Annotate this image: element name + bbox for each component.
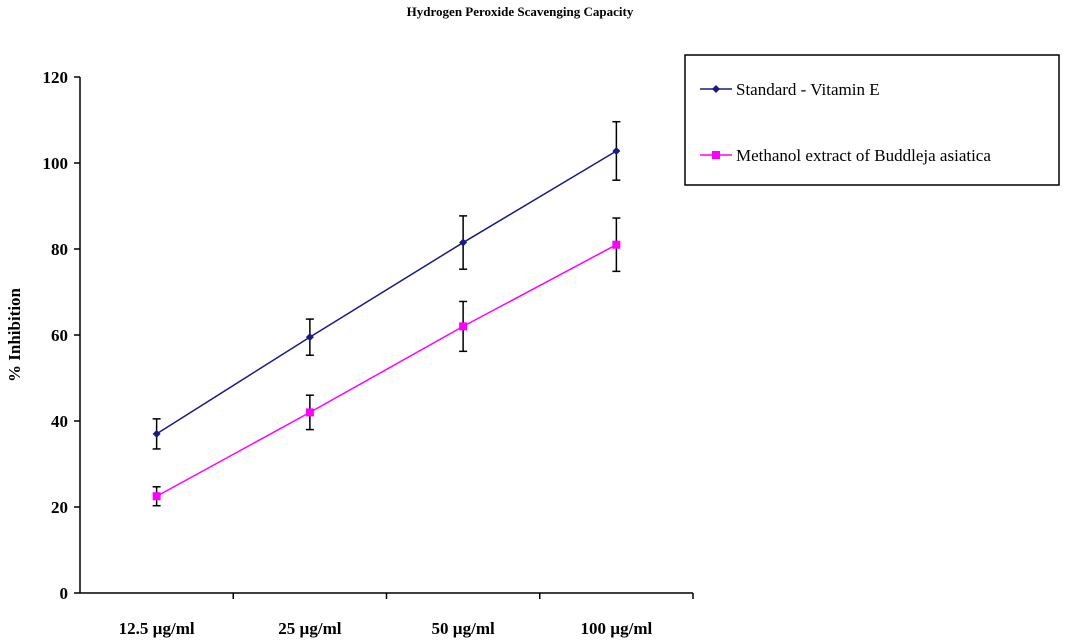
data-point (305, 408, 314, 417)
plot-area: 0 20 40 60 80 100 120 12.5 µg/ml 25 µg/ml 50 µg/m… (5, 68, 694, 638)
y-tick-label: 100 (43, 154, 69, 173)
y-tick-label: 80 (51, 240, 68, 259)
data-point (459, 322, 468, 331)
data-point (305, 333, 314, 342)
series-line-1 (156, 150, 617, 435)
data-point (612, 146, 621, 155)
x-tick-label: 100 µg/ml (581, 619, 653, 638)
legend-box (684, 54, 1060, 186)
x-tick-label: 12.5 µg/ml (119, 619, 195, 638)
y-tick-label: 60 (51, 326, 68, 345)
x-tick-label: 50 µg/ml (432, 619, 495, 638)
y-tick-label: 120 (43, 68, 69, 87)
data-point (152, 429, 161, 438)
legend-label: Standard - Vitamin E (736, 80, 880, 99)
chart-title: Hydrogen Peroxide Scavenging Capacity (407, 4, 634, 19)
data-point (459, 238, 468, 247)
y-tick-label: 0 (60, 584, 69, 603)
y-tick-label: 20 (51, 498, 68, 517)
legend: Standard - Vitamin E Methanol extract of … (684, 54, 1060, 186)
data-point (612, 240, 621, 249)
x-tick-label: 25 µg/ml (278, 619, 341, 638)
legend-label: Methanol extract of Buddleja asiatica (736, 146, 991, 165)
y-tick-label: 40 (51, 412, 68, 431)
data-point (152, 492, 161, 501)
series-line-2 (156, 244, 617, 497)
legend-swatch-marker (712, 151, 720, 159)
y-axis-label: % Inhibition (5, 287, 24, 382)
legend-swatch-marker (712, 85, 720, 93)
